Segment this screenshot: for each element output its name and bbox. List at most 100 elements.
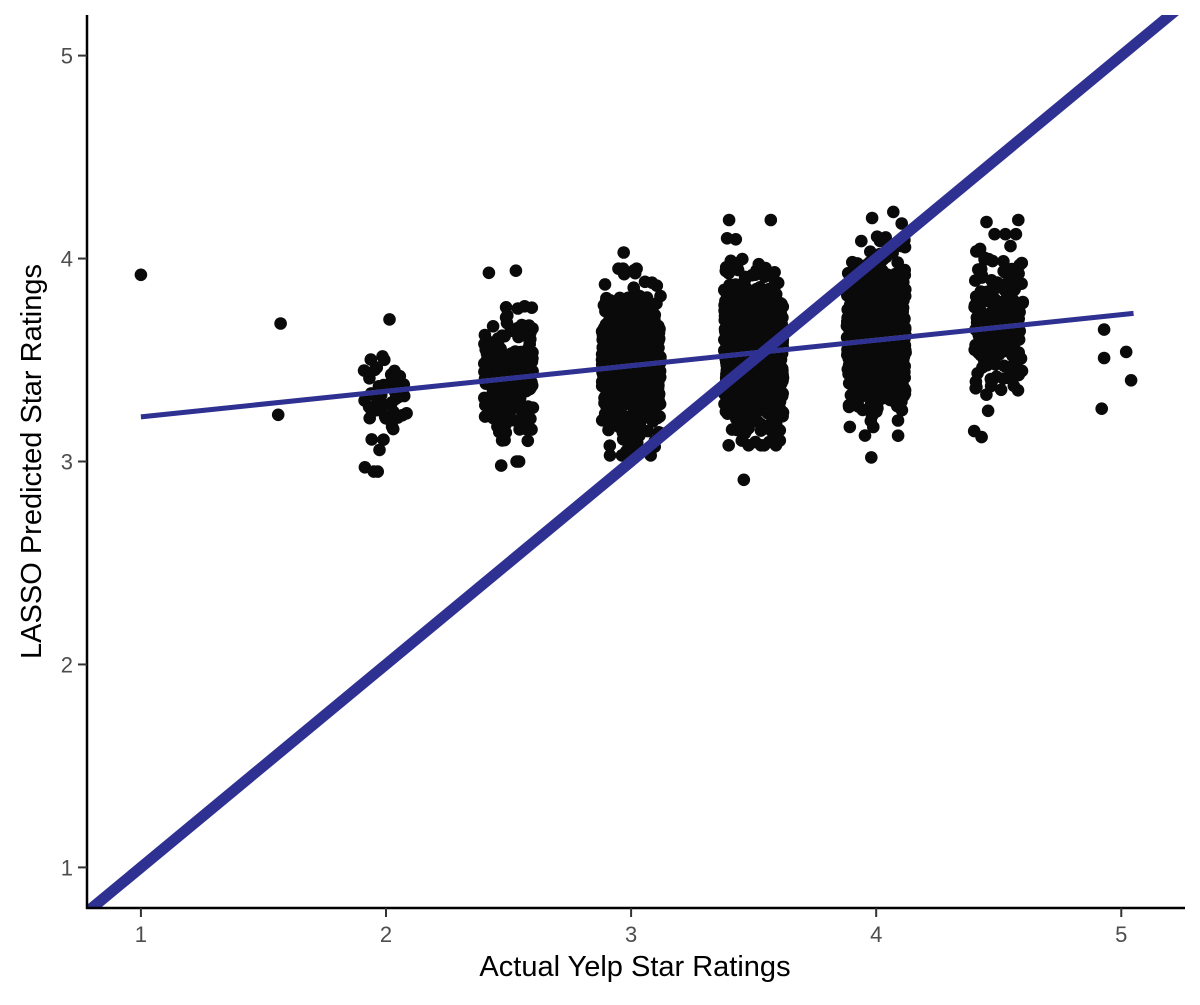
data-point (134, 268, 148, 282)
data-point (895, 217, 908, 230)
x-tick-label: 2 (380, 922, 392, 947)
data-point (502, 395, 515, 409)
data-point (612, 262, 625, 276)
data-point (629, 292, 643, 306)
data-point (498, 433, 511, 447)
x-axis-title: Actual Yelp Star Ratings (479, 951, 790, 983)
data-point (893, 297, 906, 311)
data-point (1124, 374, 1138, 387)
data-point (862, 381, 876, 395)
data-point (478, 328, 492, 342)
data-point (363, 411, 377, 425)
data-point (989, 344, 1003, 358)
data-point (624, 309, 638, 323)
data-point (514, 385, 527, 399)
data-point (749, 268, 762, 282)
data-point (1095, 402, 1108, 416)
data-point (718, 284, 731, 297)
data-point (511, 302, 525, 315)
data-point (507, 358, 520, 371)
data-point (894, 315, 908, 329)
data-point (855, 234, 868, 248)
data-point (857, 323, 870, 337)
data-point (844, 301, 857, 314)
data-point (890, 384, 903, 398)
data-point (846, 362, 859, 376)
y-tick-label: 2 (61, 652, 73, 677)
data-point (761, 389, 774, 403)
data-point (994, 383, 1008, 397)
data-point (633, 429, 646, 442)
data-point (383, 313, 396, 326)
data-point (866, 358, 880, 372)
data-point (891, 414, 905, 427)
data-point (750, 282, 763, 296)
data-point (650, 297, 663, 310)
data-point (729, 296, 743, 310)
data-point (985, 375, 998, 389)
data-point (640, 377, 653, 391)
data-point (718, 397, 731, 411)
data-point (761, 319, 774, 332)
data-point (377, 378, 391, 392)
data-point (627, 264, 641, 277)
data-point (975, 271, 989, 284)
data-point (397, 389, 411, 403)
data-point (617, 246, 630, 259)
data-point (486, 320, 500, 333)
data-point (635, 337, 649, 350)
data-point (980, 388, 993, 402)
data-point (975, 430, 988, 444)
data-point (988, 227, 1001, 241)
data-point (499, 301, 513, 314)
data-point (892, 397, 906, 411)
y-axis-title: LASSO Predicted Star Ratings (16, 264, 48, 659)
data-point (865, 211, 879, 225)
data-point (362, 400, 376, 414)
data-point (616, 340, 629, 354)
data-point (858, 429, 872, 442)
data-point (970, 380, 983, 394)
data-point (491, 338, 505, 351)
data-point (776, 409, 789, 423)
data-point (989, 358, 1002, 371)
data-point (1015, 256, 1029, 270)
data-point (603, 449, 617, 462)
data-point (738, 427, 751, 440)
data-point (880, 268, 894, 281)
data-point (741, 316, 754, 329)
data-point (751, 326, 764, 340)
data-point (478, 391, 491, 405)
data-point (365, 433, 379, 446)
data-point (627, 322, 641, 336)
data-point (731, 316, 744, 330)
data-point (1009, 227, 1023, 241)
data-point (870, 230, 884, 243)
data-point (1011, 384, 1025, 397)
data-point (524, 332, 537, 346)
y-tick-label: 5 (61, 44, 73, 69)
data-point (478, 365, 491, 379)
data-point (1004, 277, 1017, 291)
data-point (521, 434, 535, 448)
data-point (765, 417, 778, 431)
data-point (742, 394, 755, 408)
data-point (874, 285, 887, 298)
data-point (598, 396, 611, 410)
data-point (627, 410, 641, 424)
data-point (377, 433, 390, 447)
data-point (610, 350, 623, 364)
data-point (734, 326, 747, 339)
data-point (611, 297, 625, 310)
data-point (600, 330, 613, 343)
data-point (600, 304, 613, 317)
data-point (598, 278, 612, 291)
data-point (519, 422, 532, 436)
data-point (747, 305, 761, 319)
data-point (1119, 345, 1133, 359)
data-point (649, 362, 662, 376)
data-point (978, 251, 991, 265)
data-point (735, 380, 749, 393)
data-point (722, 439, 735, 452)
data-point (1014, 352, 1028, 365)
